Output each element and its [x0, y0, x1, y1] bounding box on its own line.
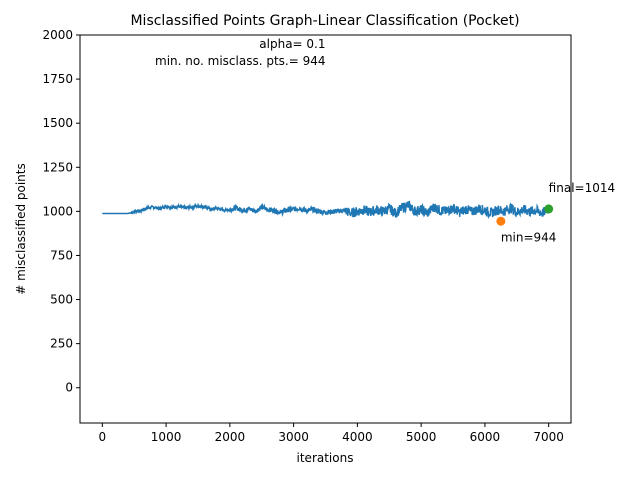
y-axis: 0 250 500 750 1000 1250 1500 1750 2000 — [42, 28, 80, 395]
axes-frame — [79, 34, 572, 424]
y-tick-label: 1500 — [42, 116, 73, 130]
final-point — [544, 204, 554, 214]
annotation-layer: alpha= 0.1 min. no. misclass. pts.= 944 mi… — [155, 37, 615, 244]
annotation-text: alpha= 0.1 — [259, 37, 325, 51]
y-tick-label: 0 — [65, 381, 73, 395]
y-axis-label: # misclassified points — [14, 163, 28, 295]
x-tick-label: 5000 — [406, 430, 437, 444]
x-tick-label: 2000 — [215, 430, 246, 444]
x-tick-label: 7000 — [533, 430, 564, 444]
series-layer — [102, 200, 554, 226]
y-tick-label: 750 — [50, 248, 73, 262]
annotation-text: min. no. misclass. pts.= 944 — [155, 54, 325, 68]
x-tick-label: 0 — [98, 430, 106, 444]
min-point — [496, 216, 506, 226]
annotation-text: min=944 — [501, 230, 557, 244]
chart-title: Misclassified Points Graph-Linear Classi… — [130, 13, 519, 29]
y-tick-label: 1000 — [42, 204, 73, 218]
x-tick-label: 3000 — [278, 430, 309, 444]
x-tick-label: 1000 — [151, 430, 182, 444]
y-tick-label: 250 — [50, 337, 73, 351]
y-tick-label: 2000 — [42, 28, 73, 42]
y-tick-label: 1750 — [42, 72, 73, 86]
x-tick-label: 4000 — [342, 430, 373, 444]
y-tick-label: 500 — [50, 293, 73, 307]
x-axis: 0 1000 2000 3000 4000 5000 6000 7000 — [98, 423, 564, 444]
annotation-text: final=1014 — [549, 181, 615, 195]
y-tick-label: 1250 — [42, 160, 73, 174]
x-tick-label: 6000 — [470, 430, 501, 444]
series-line — [102, 200, 550, 220]
x-axis-label: iterations — [297, 451, 354, 465]
